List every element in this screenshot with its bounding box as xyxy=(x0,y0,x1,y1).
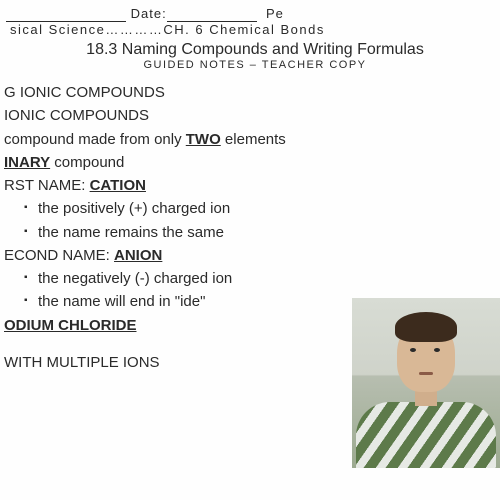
section-title: 18.3 Naming Compounds and Writing Formul… xyxy=(2,41,498,59)
binary-suffix: compound xyxy=(50,154,124,171)
photo-eye-left xyxy=(410,348,416,352)
date-label: Date: xyxy=(131,6,167,21)
name-blank xyxy=(6,6,126,22)
line-binary-compound: INARY compound xyxy=(2,151,498,174)
first-name-prefix: RST NAME: xyxy=(4,177,90,194)
binary-def-prefix: compound made from only xyxy=(4,131,186,148)
course-chapter-line: sical Science…………CH. 6 Chemical Bonds xyxy=(2,22,498,37)
line-first-name: RST NAME: CATION xyxy=(2,174,498,197)
bullet-negative-ion: the negatively (-) charged ion xyxy=(2,267,498,290)
teacher-photo xyxy=(352,298,500,468)
period-label: Pe xyxy=(266,6,284,21)
second-name-prefix: ECOND NAME: xyxy=(4,247,114,264)
line-second-name: ECOND NAME: ANION xyxy=(2,244,498,267)
bullet-name-same: the name remains the same xyxy=(2,221,498,244)
course-text: sical Science…………CH. 6 Chemical Bonds xyxy=(10,22,325,37)
photo-shirt xyxy=(356,402,496,468)
bullet-positive-ion: the positively (+) charged ion xyxy=(2,197,498,220)
sodium-chloride-bold: ODIUM CHLORIDE xyxy=(4,317,137,334)
notes-subtitle: GUIDED NOTES – TEACHER COPY xyxy=(2,59,498,71)
cation-bold: CATION xyxy=(90,177,146,194)
photo-hair xyxy=(395,312,457,342)
two-bold: TWO xyxy=(186,131,221,148)
anion-bold: ANION xyxy=(114,247,162,264)
line-heading-ionic-2: IONIC COMPOUNDS xyxy=(2,104,498,127)
line-heading-ionic-1: G IONIC COMPOUNDS xyxy=(2,81,498,104)
binary-bold: INARY xyxy=(4,154,50,171)
line-binary-def: compound made from only TWO elements xyxy=(2,128,498,151)
binary-def-suffix: elements xyxy=(221,131,286,148)
header-name-date-line: Date: Pe xyxy=(2,6,498,22)
photo-mouth xyxy=(419,372,433,375)
photo-eye-right xyxy=(434,348,440,352)
date-blank xyxy=(167,6,257,22)
